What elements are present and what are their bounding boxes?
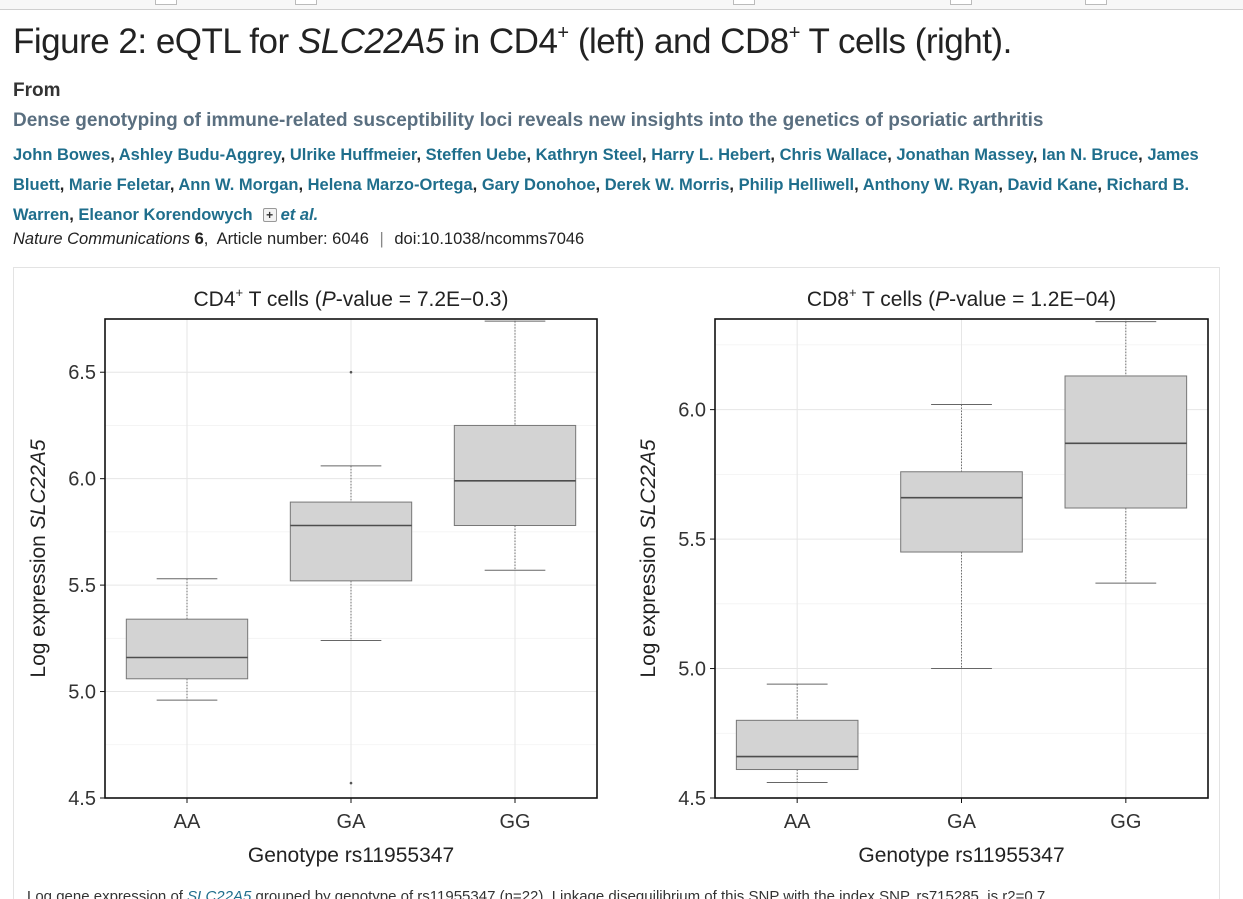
browser-top-strip xyxy=(0,0,1243,10)
box-GA xyxy=(900,471,1023,553)
author-separator: , xyxy=(1032,146,1042,164)
box-AA xyxy=(125,618,249,680)
author-link[interactable]: Ashley Budu-Aggrey xyxy=(118,146,281,164)
author-link[interactable]: Kathryn Steel xyxy=(535,146,643,164)
citation-line: Nature Communications 6, Article number:… xyxy=(13,230,585,248)
author-separator: , xyxy=(1138,146,1148,164)
author-separator: , xyxy=(1097,176,1107,194)
toolbar-tab-stub xyxy=(733,0,755,5)
caption-gene-link[interactable]: SLC22A5 xyxy=(187,888,252,899)
author-list: John Bowes, Ashley Budu-Aggrey, Ulrike H… xyxy=(13,140,1235,230)
x-axis-label: Genotype rs11955347 xyxy=(858,844,1064,867)
x-tick-label: GA xyxy=(337,811,367,833)
figure-image[interactable]: 4.5 5.0 5.5 6.0 6.5 AA GA GG Genotype rs11955347… xyxy=(13,267,1220,899)
y-tick-label: 6.5 xyxy=(68,362,96,384)
author-separator: , xyxy=(298,176,308,194)
author-separator: , xyxy=(595,176,605,194)
toolbar-tab-stub xyxy=(155,0,177,5)
author-separator: , xyxy=(642,146,652,164)
journal-name: Nature Communications xyxy=(13,230,190,248)
figure-caption: Log gene expression of SLC22A5 grouped b… xyxy=(27,888,1049,899)
x-tick-label: GA xyxy=(947,811,977,833)
author-link[interactable]: Philip Helliwell xyxy=(738,176,855,194)
author-separator: , xyxy=(416,146,426,164)
author-link[interactable]: Derek W. Morris xyxy=(604,176,730,194)
author-link[interactable]: Eleanor Korendowych xyxy=(78,206,253,224)
author-link[interactable]: Ian N. Bruce xyxy=(1041,146,1139,164)
author-separator: , xyxy=(887,146,897,164)
author-link[interactable]: Anthony W. Ryan xyxy=(862,176,999,194)
author-link[interactable]: Ann W. Morgan xyxy=(178,176,299,194)
author-link[interactable]: Chris Wallace xyxy=(779,146,888,164)
x-axis-label: Genotype rs11955347 xyxy=(248,844,454,867)
author-separator: , xyxy=(770,146,780,164)
author-separator: , xyxy=(69,206,79,224)
author-link[interactable]: Richard B. Warren xyxy=(13,176,1190,224)
y-tick-label: 5.0 xyxy=(68,682,96,704)
article-title-link[interactable]: Dense genotyping of immune-related susce… xyxy=(13,110,1044,131)
y-axis-label: Log expression SLC22A5 xyxy=(27,439,50,677)
y-tick-label: 4.5 xyxy=(678,788,706,810)
x-tick-label: AA xyxy=(784,811,811,833)
author-separator: , xyxy=(280,146,290,164)
citation-divider: | xyxy=(379,230,384,248)
y-tick-label: 6.0 xyxy=(678,400,706,422)
x-tick-label: AA xyxy=(174,811,201,833)
author-link[interactable]: Helena Marzo-Ortega xyxy=(307,176,473,194)
y-tick-label: 5.5 xyxy=(68,575,96,597)
author-link[interactable]: David Kane xyxy=(1007,176,1098,194)
author-separator: , xyxy=(526,146,536,164)
journal-volume: 6 xyxy=(194,230,204,248)
x-tick-label: GG xyxy=(1110,811,1141,833)
y-tick-label: 5.0 xyxy=(678,659,706,681)
author-separator: , xyxy=(729,176,739,194)
y-axis-label: Log expression SLC22A5 xyxy=(637,439,660,677)
author-link[interactable]: Marie Feletar xyxy=(68,176,170,194)
box-GG xyxy=(1064,375,1188,509)
y-tick-label: 4.5 xyxy=(68,788,96,810)
author-link[interactable]: Ulrike Huffmeier xyxy=(289,146,417,164)
from-label: From xyxy=(13,80,61,101)
article-number: Article number: 6046 xyxy=(216,230,369,248)
toolbar-tab-stub xyxy=(295,0,317,5)
author-separator: , xyxy=(998,176,1008,194)
author-link[interactable]: Harry L. Hebert xyxy=(651,146,771,164)
panel-title: CD4+ T cells (P-value = 7.2E−0.3) xyxy=(194,285,509,311)
author-separator: , xyxy=(59,176,69,194)
author-separator: , xyxy=(854,176,863,194)
x-tick-label: GG xyxy=(499,811,530,833)
expand-authors-icon[interactable]: + xyxy=(262,208,277,222)
author-link[interactable]: Gary Donohoe xyxy=(481,176,596,194)
author-separator: , xyxy=(110,146,119,164)
box-GG xyxy=(453,424,577,527)
author-link[interactable]: Jonathan Massey xyxy=(896,146,1033,164)
y-tick-label: 5.5 xyxy=(678,529,706,551)
outlier-point xyxy=(349,781,353,785)
figure-title: Figure 2: eQTL for SLC22A5 in CD4+ (left… xyxy=(13,22,1012,61)
y-tick-label: 6.0 xyxy=(68,469,96,491)
author-separator: , xyxy=(472,176,482,194)
author-link[interactable]: John Bowes xyxy=(13,146,111,164)
author-link[interactable]: James Bluett xyxy=(13,146,1199,194)
author-link[interactable]: Steffen Uebe xyxy=(425,146,527,164)
box-GA xyxy=(289,501,413,582)
toolbar-tab-stub xyxy=(1085,0,1107,5)
outlier-point xyxy=(349,370,353,374)
box-AA xyxy=(735,719,859,771)
boxplot-figure: 4.5 5.0 5.5 6.0 6.5 AA GA GG Genotype rs11955347… xyxy=(27,285,1209,867)
panel-title: CD8+ T cells (P-value = 1.2E−04) xyxy=(807,285,1116,311)
doi: doi:10.1038/ncomms7046 xyxy=(394,230,585,248)
author-separator: , xyxy=(169,176,179,194)
et-al-link[interactable]: et al. xyxy=(280,206,319,224)
toolbar-tab-stub xyxy=(950,0,972,5)
